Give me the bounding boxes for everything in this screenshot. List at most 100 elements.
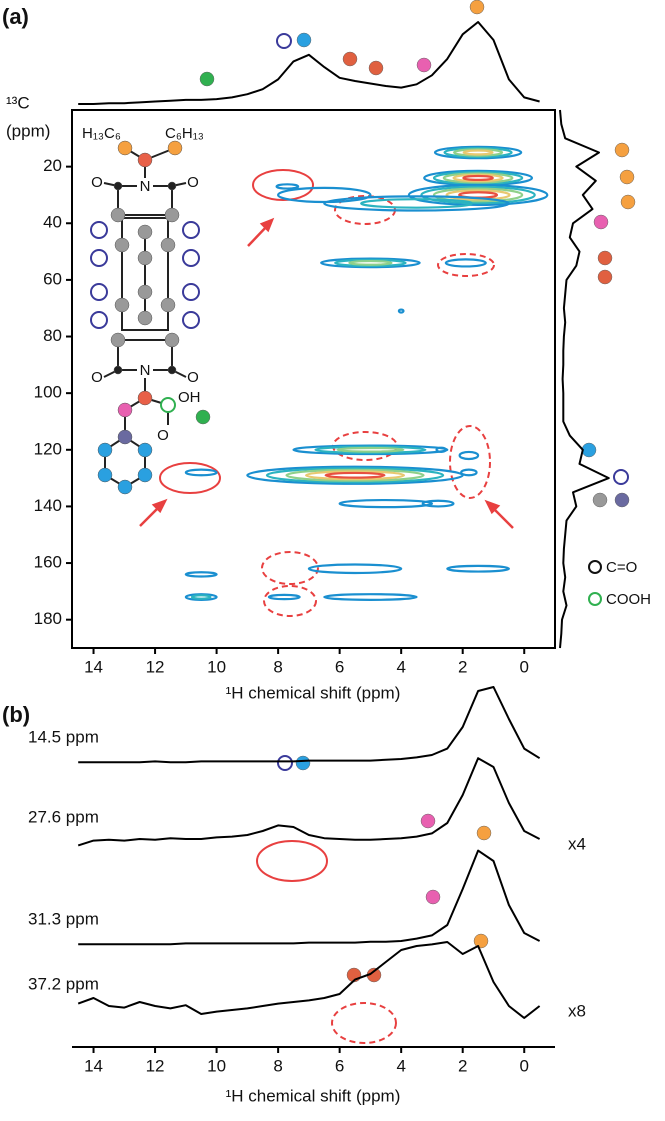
contour bbox=[267, 593, 301, 601]
contour bbox=[360, 198, 474, 209]
panel-label: (a) bbox=[2, 4, 29, 29]
contour bbox=[338, 498, 434, 509]
trace bbox=[77, 757, 541, 847]
x-tick-label: 12 bbox=[146, 657, 165, 676]
x-tick-label: 10 bbox=[207, 1056, 226, 1075]
x-tick-label: 12 bbox=[146, 1056, 165, 1075]
contour bbox=[458, 450, 480, 461]
y-tick-label: 140 bbox=[34, 496, 62, 515]
contour bbox=[442, 172, 514, 184]
x-axis-title: ¹H chemical shift (ppm) bbox=[226, 683, 401, 702]
trace-label: 31.3 ppm bbox=[28, 909, 99, 928]
x-tick-label: 14 bbox=[84, 1056, 103, 1075]
contour bbox=[444, 258, 487, 268]
y-tick-label: 100 bbox=[34, 383, 62, 402]
x-tick-label: 2 bbox=[458, 657, 467, 676]
molecule-label: N bbox=[140, 178, 151, 195]
contour bbox=[443, 146, 513, 158]
contour bbox=[277, 186, 372, 204]
contour bbox=[184, 571, 218, 578]
projection-13c bbox=[559, 109, 610, 649]
contour bbox=[432, 171, 524, 185]
annotations bbox=[139, 169, 514, 1044]
contour bbox=[432, 187, 524, 203]
x-tick-label: 0 bbox=[520, 1056, 529, 1075]
trace-multiplier: x8 bbox=[568, 1001, 586, 1020]
contour bbox=[292, 444, 449, 456]
contour bbox=[462, 174, 494, 181]
panel-label: (b) bbox=[2, 702, 30, 727]
trace bbox=[78, 686, 541, 764]
legend-label: C=O bbox=[606, 559, 637, 576]
molecule-atoms bbox=[97, 140, 183, 495]
y-tick-label: 180 bbox=[34, 609, 62, 628]
trace bbox=[77, 941, 541, 1019]
x-tick-label: 10 bbox=[207, 657, 226, 676]
molecule-label: C₆H₁₃ bbox=[165, 125, 204, 142]
ch-markers bbox=[90, 221, 200, 329]
contour bbox=[397, 308, 405, 314]
contour bbox=[323, 593, 418, 601]
trace-label: 14.5 ppm bbox=[28, 727, 99, 746]
y-tick-label: 120 bbox=[34, 439, 62, 458]
contour bbox=[304, 470, 406, 481]
x-tick-label: 8 bbox=[273, 657, 282, 676]
x-tick-label: 0 bbox=[520, 657, 529, 676]
contour bbox=[324, 471, 386, 479]
contour bbox=[275, 183, 300, 190]
y-tick-label: 80 bbox=[43, 326, 62, 345]
contour bbox=[265, 467, 445, 484]
x-tick-label: 2 bbox=[458, 1056, 467, 1075]
x-tick-label: 6 bbox=[335, 1056, 344, 1075]
contour bbox=[184, 468, 218, 477]
contour bbox=[460, 468, 478, 477]
molecule-label: O bbox=[187, 369, 199, 386]
contour bbox=[190, 594, 212, 600]
contour bbox=[435, 446, 447, 454]
x-tick-label: 14 bbox=[84, 657, 103, 676]
y-tick-label: 60 bbox=[43, 269, 62, 288]
trace-label: 27.6 ppm bbox=[28, 807, 99, 826]
contour bbox=[320, 257, 421, 269]
contour bbox=[453, 148, 504, 157]
contour bbox=[285, 468, 425, 482]
projection-1h bbox=[78, 21, 540, 105]
y-tick-label: 160 bbox=[34, 553, 62, 572]
x-tick-label: 4 bbox=[396, 657, 405, 676]
molecule-label: O bbox=[91, 174, 103, 191]
x-tick-label: 4 bbox=[396, 1056, 405, 1075]
contour bbox=[433, 145, 523, 160]
y-tick-label: 40 bbox=[43, 213, 62, 232]
contour bbox=[334, 258, 407, 268]
contour bbox=[446, 564, 510, 573]
contour bbox=[421, 499, 455, 508]
y-tick-label: 20 bbox=[43, 156, 62, 175]
x-tick-label: 8 bbox=[273, 1056, 282, 1075]
molecule-label: O bbox=[187, 174, 199, 191]
trace-label: 37.2 ppm bbox=[28, 974, 99, 993]
contour bbox=[184, 593, 218, 601]
contour bbox=[407, 183, 549, 206]
molecule-label: OH bbox=[178, 389, 201, 406]
contour bbox=[314, 445, 427, 454]
plot-frame bbox=[71, 109, 556, 649]
x-tick-label: 6 bbox=[335, 657, 344, 676]
trace bbox=[78, 849, 541, 946]
molecule-label: O bbox=[91, 369, 103, 386]
contour bbox=[307, 563, 403, 575]
site-markers bbox=[195, 0, 636, 983]
contour bbox=[420, 185, 536, 205]
contour bbox=[323, 195, 510, 212]
trace-multiplier: x4 bbox=[568, 834, 586, 853]
molecule-label: N bbox=[140, 362, 151, 379]
molecule-label: O bbox=[157, 427, 169, 444]
molecule-label: H₁₃C₆ bbox=[82, 125, 121, 142]
contour bbox=[452, 173, 504, 183]
legend-label: COOH bbox=[606, 591, 651, 608]
y-axis-title: ¹³C bbox=[6, 93, 30, 112]
contour bbox=[336, 446, 405, 453]
contour bbox=[445, 189, 511, 201]
y-axis-title: (ppm) bbox=[6, 121, 50, 140]
contour bbox=[348, 259, 393, 266]
